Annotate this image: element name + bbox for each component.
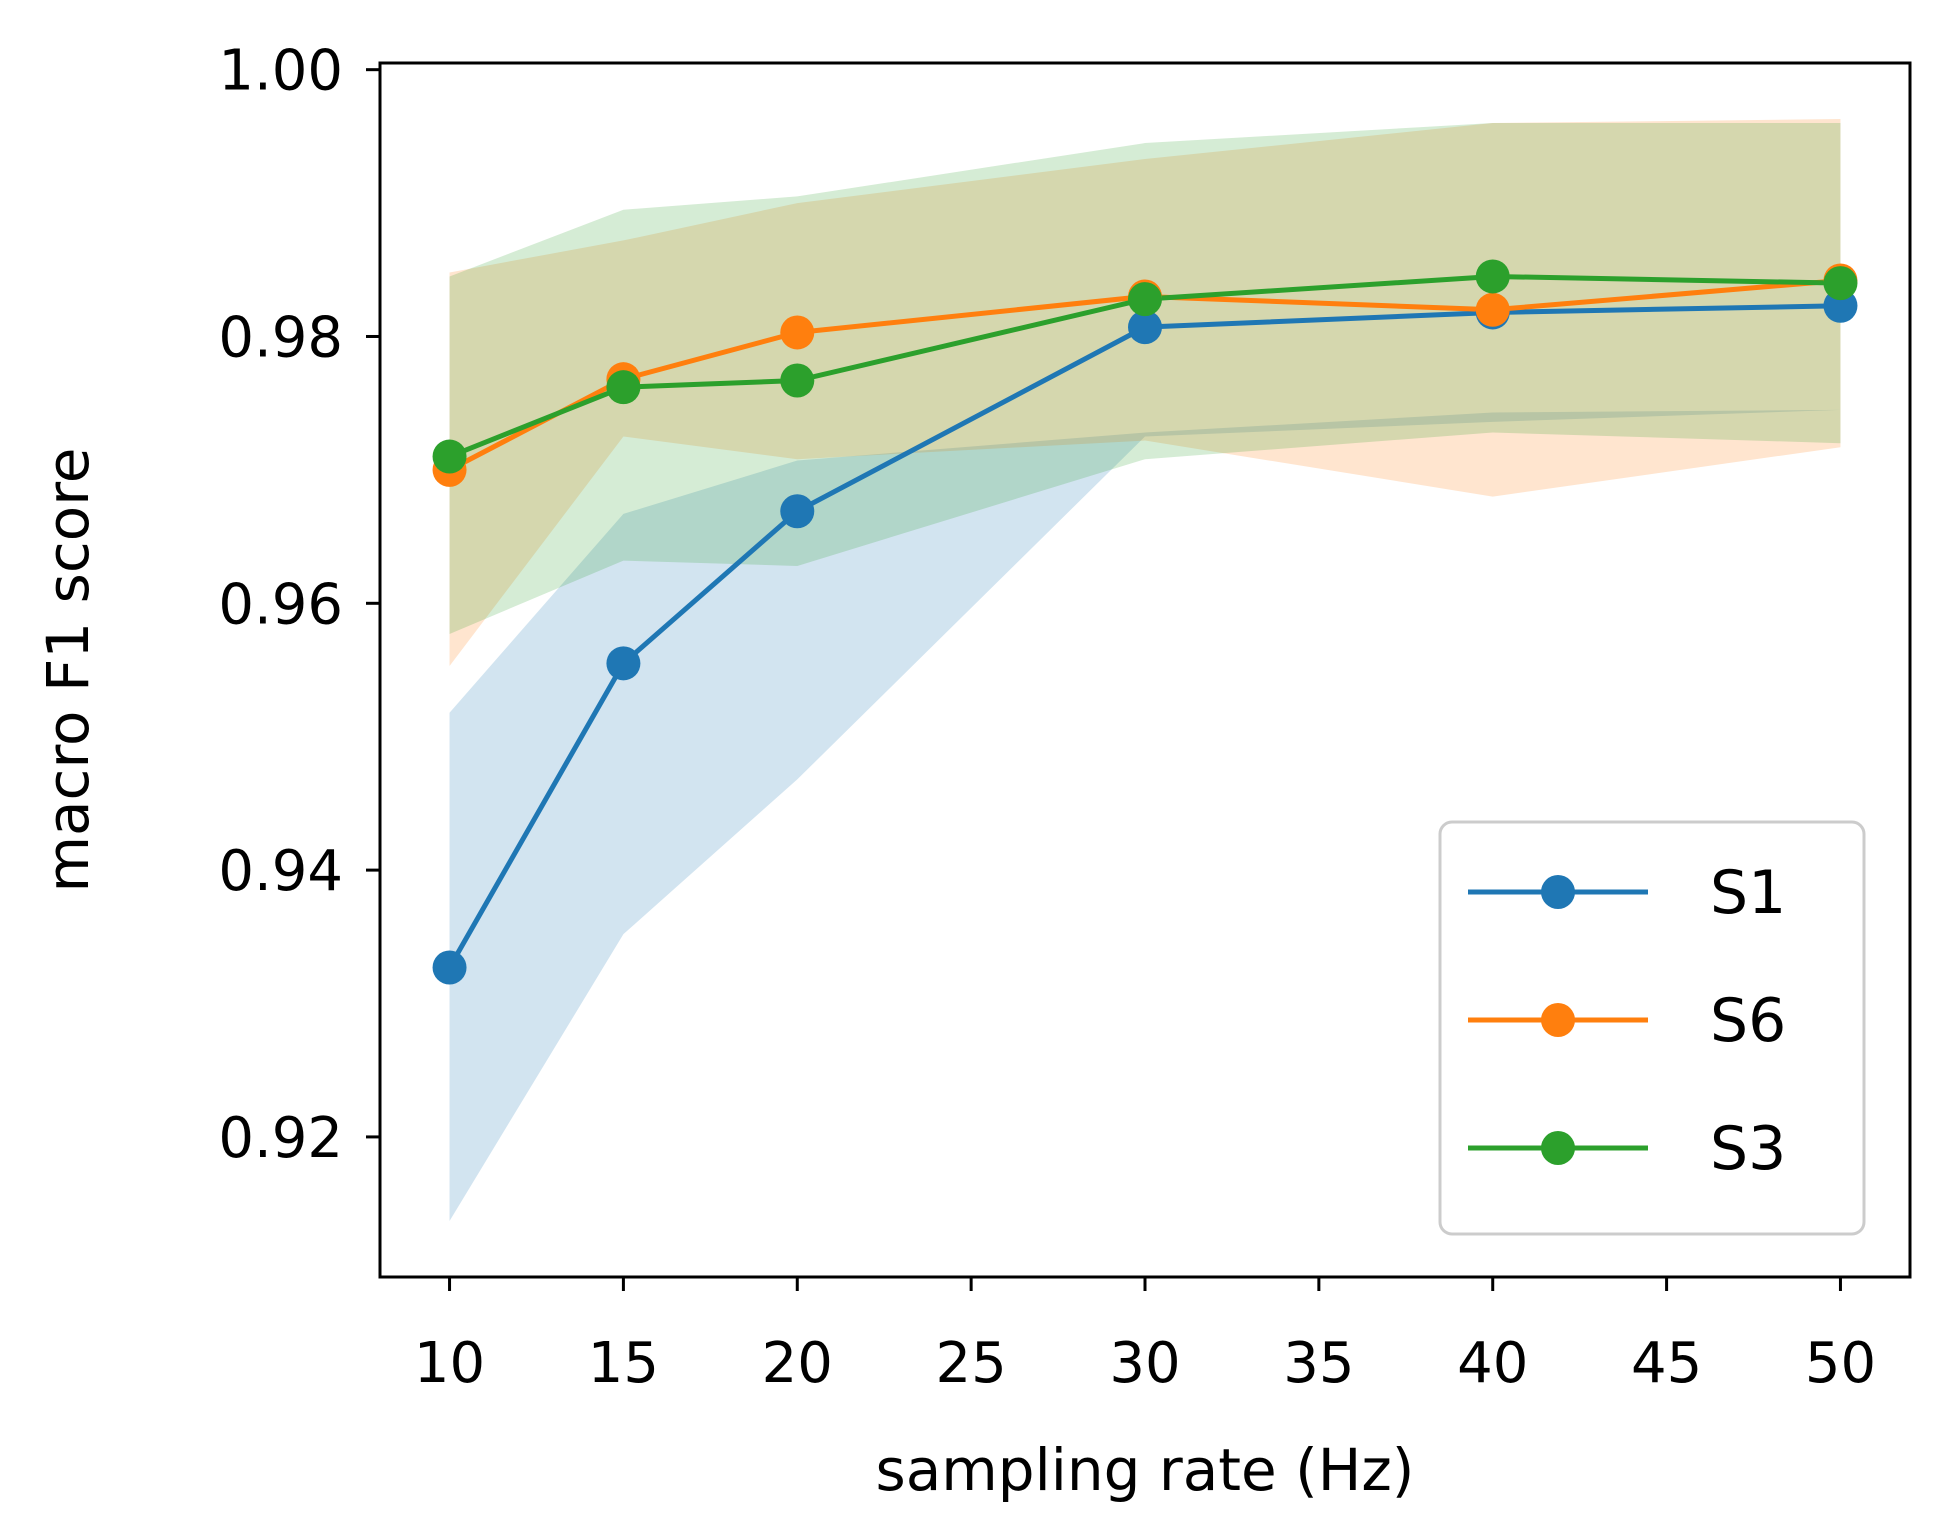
legend: S1 S6 S3 xyxy=(1438,820,1866,1236)
y-tick-label-3: 0.98 xyxy=(218,305,343,370)
y-axis-ticks: 0.92 0.94 0.96 0.98 1.00 xyxy=(218,39,380,1171)
series-markers xyxy=(432,259,1858,985)
x-tick-label-15: 15 xyxy=(588,1331,659,1396)
point-s3-10 xyxy=(432,439,467,474)
point-s3-50 xyxy=(1823,266,1858,301)
line-s6 xyxy=(448,277,1841,473)
x-tick-label-20: 20 xyxy=(762,1331,833,1396)
x-tick-label-35: 35 xyxy=(1283,1331,1354,1396)
legend-label-s6: S6 xyxy=(1710,986,1786,1056)
legend-marker-s3 xyxy=(1541,1131,1575,1165)
x-tick-label-45: 45 xyxy=(1631,1331,1702,1396)
band-s1 xyxy=(449,409,1841,1221)
point-s3-20 xyxy=(780,363,815,398)
point-s3-40 xyxy=(1475,259,1510,294)
point-s1-30 xyxy=(1128,310,1162,345)
point-s1-20 xyxy=(780,494,815,529)
y-axis-label: macro F1 score xyxy=(34,448,102,893)
point-s3-15 xyxy=(606,370,641,405)
legend-marker-s1 xyxy=(1541,875,1575,909)
y-tick-label-0: 0.92 xyxy=(218,1106,343,1171)
series-lines xyxy=(447,273,1841,969)
x-tick-label-25: 25 xyxy=(936,1331,1007,1396)
y-tick-label-4: 1.00 xyxy=(218,39,343,104)
line-s3 xyxy=(448,273,1841,459)
legend-marker-s6 xyxy=(1541,1003,1575,1037)
x-axis-ticks: 10 15 20 25 30 35 40 45 50 xyxy=(414,1277,1876,1396)
y-tick-label-1: 0.94 xyxy=(218,839,343,904)
x-tick-label-10: 10 xyxy=(414,1331,485,1396)
x-axis-label: sampling rate (Hz) xyxy=(876,1436,1415,1504)
x-tick-label-50: 50 xyxy=(1805,1331,1876,1396)
x-tick-label-40: 40 xyxy=(1457,1331,1528,1396)
point-s6-40 xyxy=(1475,292,1510,327)
band-s6 xyxy=(449,119,1841,666)
legend-box xyxy=(1438,820,1866,1236)
legend-label-s1: S1 xyxy=(1710,858,1786,928)
legend-label-s3: S3 xyxy=(1710,1114,1786,1184)
y-tick-label-2: 0.96 xyxy=(218,572,343,637)
point-s3-30 xyxy=(1128,282,1162,317)
line-s1 xyxy=(447,303,1841,969)
point-s1-10 xyxy=(432,950,467,985)
point-s1-15 xyxy=(606,646,641,681)
x-tick-label-30: 30 xyxy=(1109,1331,1180,1396)
point-s6-20 xyxy=(780,315,815,350)
